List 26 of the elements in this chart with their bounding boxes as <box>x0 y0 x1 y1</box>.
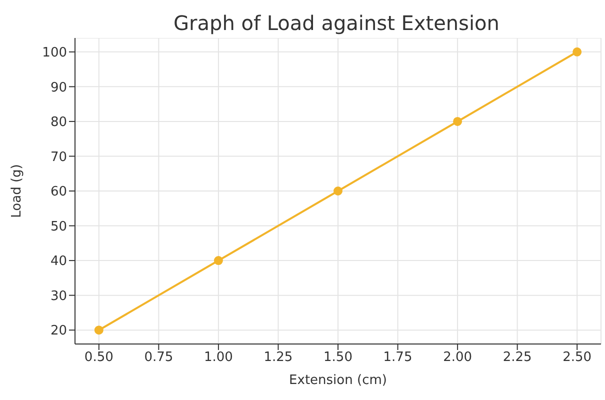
x-axis-title: Extension (cm) <box>289 373 387 388</box>
point <box>94 326 104 335</box>
y-tick-label: 60 <box>50 184 67 200</box>
y-tick-label: 50 <box>50 219 67 234</box>
x-tick-label: 0.50 <box>84 350 114 366</box>
y-tick-label: 100 <box>42 46 67 61</box>
y-tick-label: 80 <box>50 115 67 130</box>
y-tick-label: 90 <box>50 80 67 96</box>
y-tick-label: 70 <box>50 150 67 165</box>
x-tick-label: 2.00 <box>443 350 472 366</box>
x-tick-label: 1.75 <box>383 350 412 366</box>
x-tick-label: 1.25 <box>264 350 293 366</box>
x-tick-label: 0.75 <box>144 350 174 366</box>
point <box>572 47 582 56</box>
y-tick-label: 40 <box>50 254 67 270</box>
x-tick-label: 2.50 <box>562 350 592 366</box>
chart-title: Graph of Load against Extension <box>172 10 500 37</box>
y-tick-label: 20 <box>50 324 67 339</box>
point <box>453 116 462 126</box>
x-tick-label: 2.25 <box>502 350 532 366</box>
x-tick-label: 1.50 <box>324 350 352 366</box>
y-axis-title: Load (g) <box>10 164 25 218</box>
point <box>214 256 223 266</box>
y-tick-label: 30 <box>50 288 67 304</box>
x-tick-label: 1.00 <box>204 350 233 366</box>
point <box>334 186 342 196</box>
